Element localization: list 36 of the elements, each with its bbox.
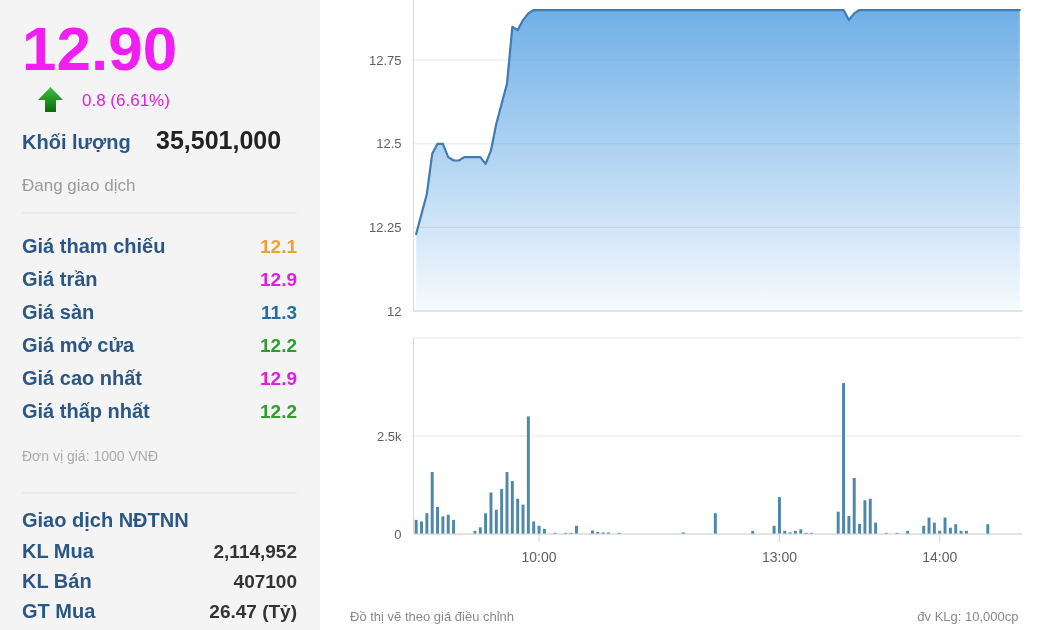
text: Giao dịch NĐTNN xyxy=(22,509,189,531)
text: 11.3 xyxy=(261,302,297,323)
text: 12.90 xyxy=(22,14,178,83)
y-tick-label: 0 xyxy=(394,526,402,542)
text: 35,501,000 xyxy=(156,126,282,154)
text: Giá mở cửa xyxy=(22,334,135,356)
text: Giá thấp nhất xyxy=(22,400,151,422)
text: 407100 xyxy=(233,571,297,592)
text: Đồ thị vẽ theo giá điều chỉnh xyxy=(350,609,515,624)
text: đv KLg: 10,000cp xyxy=(917,609,1019,624)
y-tick-label: 12 xyxy=(387,303,402,319)
text: GT Mua xyxy=(22,600,97,622)
text: KL Bán xyxy=(22,570,92,592)
text: 12.9 xyxy=(260,368,297,389)
text: 12.2 xyxy=(260,335,297,356)
x-tick-label: 10:00 xyxy=(521,548,557,565)
text: Khối lượng xyxy=(22,131,131,153)
text: 2,114,952 xyxy=(213,541,297,562)
text: KL Mua xyxy=(22,540,95,562)
y-tick-label: 12.75 xyxy=(368,52,402,68)
text: Giá trần xyxy=(22,268,98,290)
text: 12.9 xyxy=(260,269,297,290)
text: Giá cao nhất xyxy=(22,367,143,389)
text: Giá tham chiếu xyxy=(22,235,166,257)
text: Đang giao dịch xyxy=(22,176,136,195)
y-tick-label: 12.5 xyxy=(376,136,402,152)
text: 12.2 xyxy=(260,401,297,422)
y-tick-label: 12.25 xyxy=(368,220,402,236)
y-tick-label: 2.5k xyxy=(376,428,402,444)
text: 0.8 (6.61%) xyxy=(82,91,170,110)
x-tick-label: 14:00 xyxy=(922,548,958,565)
text: Đơn vị giá: 1000 VNĐ xyxy=(22,448,159,464)
x-tick-label: 13:00 xyxy=(761,548,798,565)
text: 26.47 (Tỷ) xyxy=(209,601,297,622)
text: 12.1 xyxy=(260,236,298,257)
text: Giá sàn xyxy=(22,301,95,323)
